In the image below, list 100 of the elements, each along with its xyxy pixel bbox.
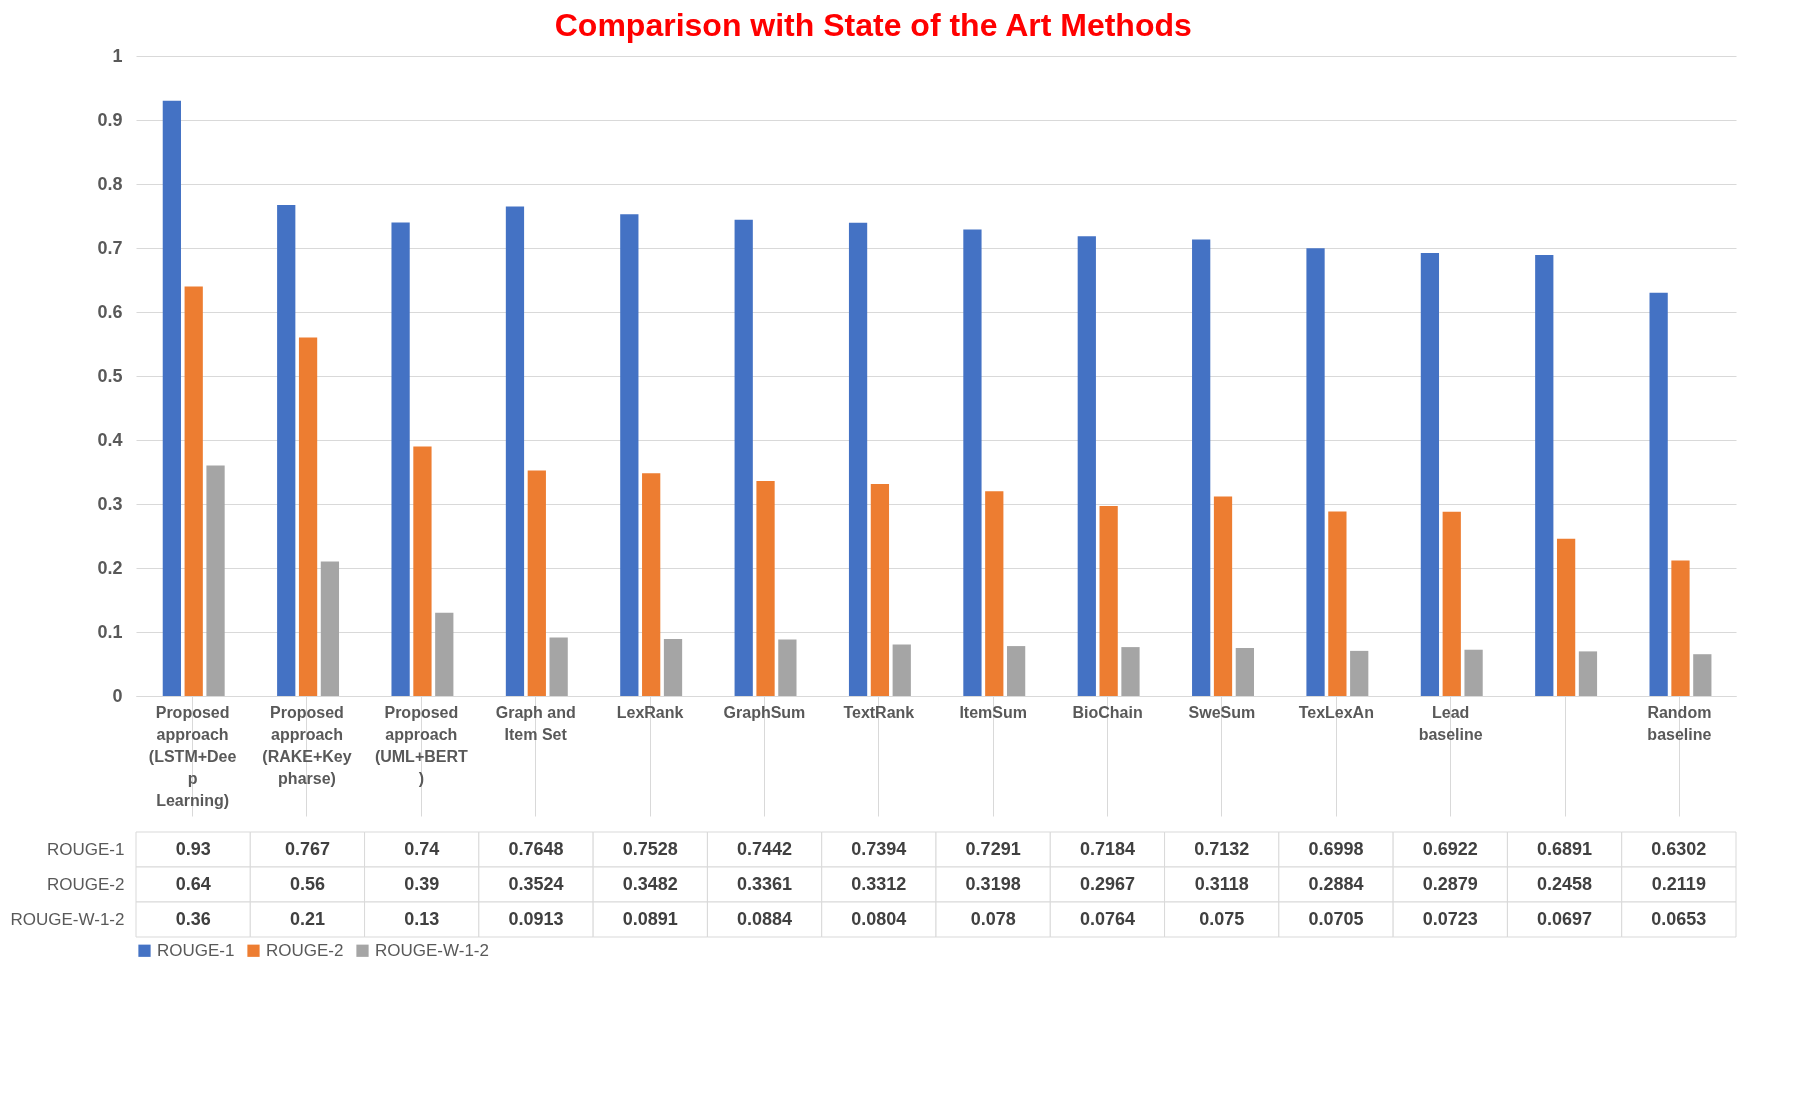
data-label: 0.6998: [1308, 838, 1364, 859]
x-tick-label: Lead baseline: [1418, 703, 1483, 743]
y-tick-label: 0.2: [97, 557, 123, 578]
bar: [642, 473, 661, 696]
bar: [1235, 648, 1254, 696]
data-label: 0.7394: [851, 838, 907, 859]
y-tick-label: 0.6: [97, 301, 123, 322]
data-label: 0.0764: [1079, 908, 1135, 929]
bar: [778, 639, 797, 696]
text: ROUGE-1: [47, 839, 125, 859]
bar: [620, 214, 639, 696]
legend-label: ROUGE-W-1-2: [375, 940, 489, 960]
y-tick-label: 0: [112, 685, 123, 706]
data-label: 0.3524: [508, 873, 564, 894]
bar: [870, 484, 890, 696]
bar: [1442, 511, 1461, 696]
bar: [1077, 236, 1096, 696]
data-label: 0.36: [175, 908, 211, 929]
data-label: 0.0884: [737, 908, 793, 929]
y-tick-label: 0.9: [97, 109, 123, 130]
x-tick-label: LexRank: [616, 703, 684, 721]
y-tick-label: 0.8: [97, 173, 123, 194]
bar: [1693, 654, 1712, 696]
data-label: 0.075: [1199, 908, 1245, 929]
data-label: 0.0653: [1651, 908, 1707, 929]
bar: [1649, 292, 1668, 696]
x-tick-label: Proposed approach (UML+BERT): [374, 703, 469, 787]
bar: [756, 480, 775, 696]
bar: [1556, 538, 1576, 696]
data-label: 0.3118: [1194, 873, 1249, 894]
bar: [1464, 649, 1483, 696]
bar: [277, 205, 296, 696]
bar: [505, 206, 525, 696]
data-label: 0.39: [404, 873, 440, 894]
bar: [549, 637, 568, 696]
y-tick-label: 0.5: [97, 365, 123, 386]
legend-label: ROUGE-1: [157, 940, 235, 960]
bar: [892, 644, 911, 696]
data-label: 0.7528: [622, 838, 678, 859]
x-tick-label: Proposed approach (RAKE+Keypharse): [262, 703, 352, 787]
x-tick-label: SweSum: [1188, 703, 1256, 721]
data-label: 0.7442: [737, 838, 793, 859]
bar: [734, 219, 753, 696]
data-label: 0.74: [404, 838, 440, 859]
bar: [1578, 651, 1598, 696]
data-label: 0.93: [175, 838, 211, 859]
x-tick-label: TexLexAn: [1298, 703, 1374, 721]
bar: [184, 286, 203, 696]
data-label: 0.0723: [1422, 908, 1478, 929]
bar: [298, 337, 318, 696]
data-label: 0.2879: [1422, 873, 1478, 894]
bar: [1006, 646, 1026, 696]
data-label: 0.0891: [622, 908, 678, 929]
text: ROUGE-2: [47, 874, 125, 894]
data-label: 0.2884: [1308, 873, 1364, 894]
data-label: 0.6922: [1422, 838, 1478, 859]
bar: [1213, 496, 1233, 696]
y-tick-label: 0.7: [97, 237, 123, 258]
bar: [162, 100, 181, 696]
data-label: 0.0705: [1308, 908, 1364, 929]
bar: [413, 446, 432, 696]
x-tick-label: BioChain: [1072, 703, 1143, 721]
bar: [320, 561, 340, 696]
bar: [985, 491, 1004, 696]
data-label: 0.13: [404, 908, 440, 929]
data-label: 0.2967: [1079, 873, 1135, 894]
data-label: 0.3361: [737, 873, 793, 894]
chart-title: Comparison with State of the Art Methods: [554, 7, 1192, 43]
x-tick-label: TextRank: [843, 703, 915, 721]
bar: [1306, 248, 1325, 696]
data-label: 0.6891: [1537, 838, 1593, 859]
data-label: 0.078: [970, 908, 1016, 929]
text: ROUGE-W-1-2: [10, 909, 125, 929]
bar: [1121, 647, 1140, 696]
bar: [1192, 239, 1211, 696]
data-label: 0.7648: [508, 838, 564, 859]
bar: [663, 638, 683, 696]
data-label: 0.0913: [508, 908, 564, 929]
y-tick-label: 0.1: [97, 621, 123, 642]
data-label: 0.64: [175, 873, 211, 894]
data-label: 0.7132: [1194, 838, 1250, 859]
x-tick-label: ItemSum: [959, 703, 1027, 721]
data-label: 0.7291: [965, 838, 1021, 859]
bar: [1328, 511, 1347, 696]
data-label: 0.21: [289, 908, 325, 929]
x-tick-label: Graph and Item Set: [495, 703, 576, 743]
y-tick-label: 1: [112, 45, 123, 66]
data-label: 0.0697: [1537, 908, 1593, 929]
data-label: 0.7184: [1079, 838, 1135, 859]
data-label: 0.767: [284, 838, 330, 859]
y-tick-label: 0.4: [97, 429, 123, 450]
x-tick-label: Proposed approach (LSTM+Deep Learning): [148, 703, 237, 809]
data-label: 0.2119: [1651, 873, 1706, 894]
legend-label: ROUGE-2: [266, 940, 344, 960]
data-label: 0.3198: [965, 873, 1021, 894]
bar: [963, 229, 982, 696]
x-tick-label: Random baseline: [1647, 703, 1712, 743]
bar: [527, 470, 546, 696]
bar: [435, 612, 454, 696]
data-label: 0.2458: [1537, 873, 1593, 894]
